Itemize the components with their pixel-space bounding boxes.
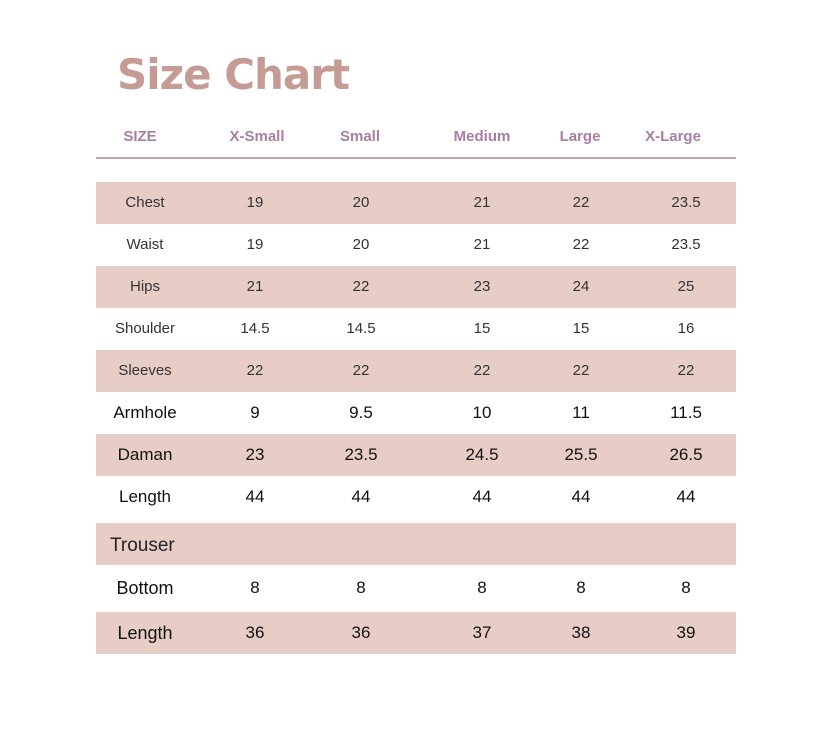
table-cell: 44 (351, 487, 371, 506)
table-cell: 22 (572, 362, 590, 379)
column-header: Large (559, 128, 601, 145)
table-cell: 25.5 (564, 445, 598, 464)
table-cell: 44 (676, 487, 696, 506)
table-cell: 11.5 (670, 403, 702, 422)
table-cell: 23.5 (344, 445, 378, 464)
table-cell: 23 (245, 445, 265, 464)
row-label: Armhole (113, 403, 177, 422)
table-row: Waist 19 20 21 22 23.5 (96, 224, 736, 266)
table-row: Armhole 9 9.5 10 11 11.5 (96, 392, 736, 434)
row-label: Bottom (116, 578, 174, 598)
table-cell: 10 (472, 403, 492, 422)
table-row: Length 36 36 37 38 39 (96, 612, 736, 654)
table-cell: 23 (473, 278, 491, 295)
table-row: Sleeves 22 22 22 22 22 (96, 350, 736, 392)
table-row: Length 44 44 44 44 44 (96, 476, 736, 518)
table-cell: 36 (351, 623, 371, 642)
column-header: X-Large (645, 128, 701, 145)
section-label: Trouser (110, 535, 175, 556)
table-cell: 22 (246, 362, 264, 379)
table-cell: 22 (473, 362, 491, 379)
table-cell: 24.5 (465, 445, 499, 464)
row-label: Sleeves (118, 362, 172, 379)
table-row: Chest 19 20 21 22 23.5 (96, 182, 736, 224)
table-cell: 19 (246, 236, 264, 253)
column-header: Medium (453, 128, 511, 145)
row-label: Length (117, 623, 173, 643)
table-cell: 22 (352, 362, 370, 379)
table-cell: 22 (572, 194, 590, 211)
row-label: Shoulder (114, 320, 176, 337)
row-label: Waist (126, 236, 164, 253)
table-header: SIZE X-Small Small Medium Large X-Large (96, 128, 736, 152)
table-cell: 36 (245, 623, 265, 642)
table-row: Daman 23 23.5 24.5 25.5 26.5 (96, 434, 736, 476)
page-title: Size Chart (117, 50, 350, 99)
table-cell: 20 (352, 194, 370, 211)
table-cell: 21 (473, 194, 491, 211)
table-cell: 14.5 (240, 320, 270, 337)
table-cell: 11 (572, 403, 590, 422)
table-cell: 15 (572, 320, 590, 337)
table-row: Shoulder 14.5 14.5 15 15 16 (96, 308, 736, 350)
table-cell: 15 (473, 320, 491, 337)
table-cell: 23.5 (671, 194, 701, 211)
table-cell: 37 (472, 623, 492, 642)
table-cell: 22 (677, 362, 695, 379)
table-cell: 25 (677, 278, 695, 295)
table-cell: 14.5 (346, 320, 376, 337)
table-cell: 23.5 (671, 236, 701, 253)
column-header: Small (339, 128, 381, 145)
row-label: Length (119, 487, 171, 506)
table-cell: 24 (572, 278, 590, 295)
table-cell: 21 (473, 236, 491, 253)
table-cell: 44 (571, 487, 591, 506)
table-cell: 8 (576, 578, 586, 597)
table-cell: 22 (352, 278, 370, 295)
table-cell: 44 (472, 487, 492, 506)
table-cell: 20 (352, 236, 370, 253)
table-cell: 9.5 (349, 403, 373, 422)
table-cell: 16 (677, 320, 695, 337)
table-cell: 21 (246, 278, 264, 295)
row-label: Hips (129, 278, 160, 295)
table-cell: 39 (676, 623, 696, 642)
column-header: X-Small (229, 128, 285, 145)
row-label: Chest (125, 194, 165, 211)
table-cell: 44 (245, 487, 265, 506)
table-cell: 38 (571, 623, 591, 642)
table-cell: 22 (572, 236, 590, 253)
table-cell: 8 (477, 578, 487, 597)
table-cell: 19 (246, 194, 264, 211)
header-divider (96, 157, 736, 159)
column-header: SIZE (123, 128, 157, 145)
table-cell: 8 (250, 578, 260, 597)
table-cell: 8 (356, 578, 366, 597)
table-row: Bottom 8 8 8 8 8 (96, 567, 736, 609)
table-cell: 8 (681, 578, 691, 597)
table-cell: 26.5 (669, 445, 703, 464)
table-row: Hips 21 22 23 24 25 (96, 266, 736, 308)
section-row-trouser: Trouser (96, 523, 736, 565)
table-cell: 9 (250, 403, 260, 422)
row-label: Daman (117, 445, 173, 464)
